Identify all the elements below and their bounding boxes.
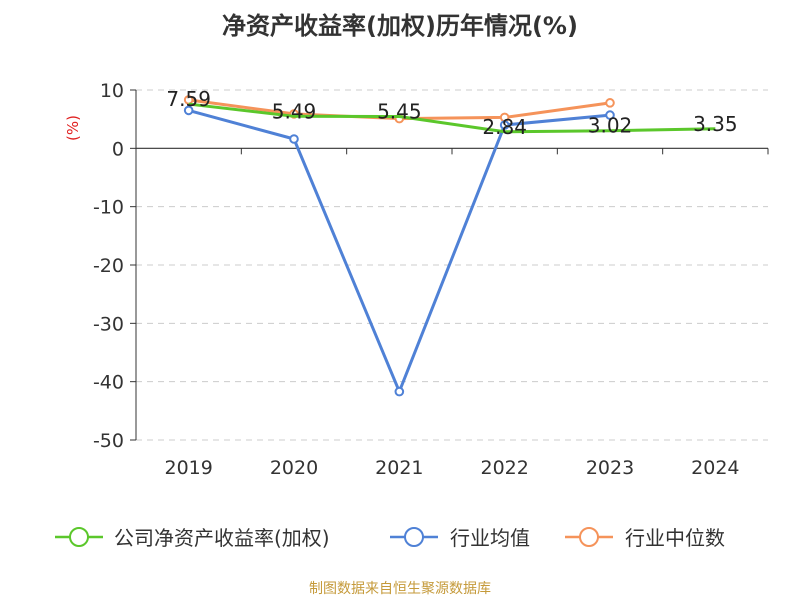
source-note: 制图数据来自恒生聚源数据库 bbox=[309, 581, 491, 597]
data-point bbox=[605, 110, 615, 120]
x-tick-label: 2019 bbox=[164, 457, 212, 479]
y-tick-label: -50 bbox=[93, 430, 124, 452]
data-point bbox=[394, 386, 405, 397]
y-tick-label: 0 bbox=[112, 138, 124, 160]
x-tick-label: 2023 bbox=[586, 457, 634, 479]
data-point bbox=[289, 134, 299, 144]
legend-marker bbox=[404, 527, 424, 547]
data-label: 3.02 bbox=[588, 114, 633, 138]
data-point bbox=[183, 105, 194, 116]
data-label: 5.49 bbox=[272, 99, 317, 123]
x-tick-label: 2022 bbox=[480, 457, 528, 479]
legend-label: 行业中位数 bbox=[625, 526, 725, 550]
y-tick-label: -20 bbox=[93, 255, 124, 277]
x-tick-label: 2024 bbox=[691, 457, 739, 479]
y-tick-label: -10 bbox=[93, 197, 124, 219]
y-tick-label: -30 bbox=[93, 313, 124, 335]
y-tick-label: 10 bbox=[100, 80, 124, 102]
legend-label: 公司净资产收益率(加权) bbox=[114, 526, 330, 550]
data-label: 3.35 bbox=[693, 112, 738, 136]
series-line-1 bbox=[188, 108, 611, 394]
data-point bbox=[605, 98, 615, 108]
y-tick-label: -40 bbox=[93, 372, 124, 394]
chart-title: 净资产收益率(加权)历年情况(%) bbox=[222, 12, 578, 40]
series-line-0 bbox=[188, 102, 716, 134]
y-axis-label: (%) bbox=[64, 115, 82, 141]
x-tick-label: 2021 bbox=[375, 457, 423, 479]
data-label: 5.45 bbox=[377, 100, 422, 124]
legend-label: 行业均值 bbox=[450, 526, 530, 550]
data-label: 2.84 bbox=[482, 115, 527, 139]
data-point bbox=[499, 120, 510, 130]
data-point bbox=[183, 95, 194, 105]
legend-marker bbox=[69, 527, 89, 547]
legend-marker bbox=[579, 527, 599, 547]
data-label: 7.59 bbox=[166, 87, 211, 111]
x-tick-label: 2020 bbox=[270, 457, 318, 479]
